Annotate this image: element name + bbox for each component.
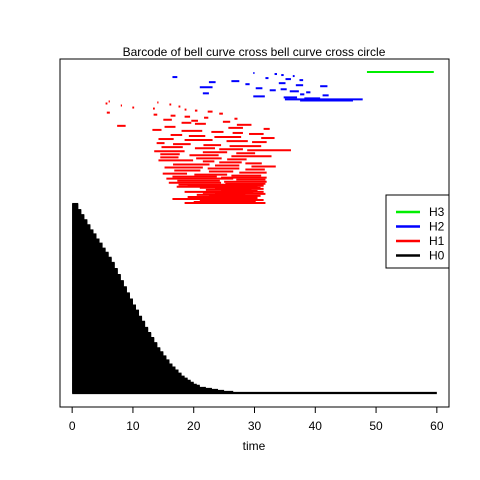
series-h1 <box>105 100 291 205</box>
x-tick-label-10: 10 <box>126 419 140 433</box>
x-tick-label-20: 20 <box>187 419 201 433</box>
x-tick-label-60: 60 <box>430 419 444 433</box>
legend-entry-h2: H2 <box>396 220 445 234</box>
chart-title: Barcode of bell curve cross bell curve c… <box>123 45 386 59</box>
x-tick-label-30: 30 <box>248 419 262 433</box>
series-h2 <box>172 72 363 102</box>
barcode-bars <box>72 71 437 395</box>
legend-label-h0: H0 <box>429 249 445 263</box>
legend-label-h1: H1 <box>429 234 445 248</box>
legend-entry-h0: H0 <box>396 249 445 263</box>
legend-entry-h3: H3 <box>396 205 445 219</box>
series-h0 <box>72 202 437 395</box>
x-tick-label-0: 0 <box>69 419 76 433</box>
x-axis-label: time <box>243 439 266 453</box>
legend-label-h2: H2 <box>429 220 445 234</box>
x-tick-label-40: 40 <box>309 419 323 433</box>
legend-entry-h1: H1 <box>396 234 445 248</box>
x-axis: 0 10 20 30 40 50 60 <box>69 406 444 433</box>
x-tick-label-50: 50 <box>369 419 383 433</box>
legend-label-h3: H3 <box>429 205 445 219</box>
